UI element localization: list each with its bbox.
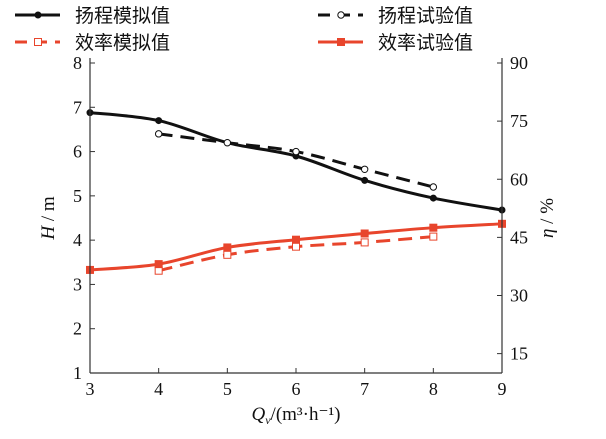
x-tick-label: 4 xyxy=(154,379,163,399)
y-right-tick-label: 15 xyxy=(510,344,528,364)
y-left-tick-label: 2 xyxy=(73,319,82,339)
y-left-tick-label: 6 xyxy=(73,142,82,162)
y-left-tick-label: 7 xyxy=(73,97,82,117)
legend-item: 效率模拟值 xyxy=(15,32,170,54)
y-left-tick-label: 4 xyxy=(73,230,82,250)
legend-swatch-marker xyxy=(34,38,42,46)
legend-item: 效率试验值 xyxy=(318,32,473,54)
series-3 xyxy=(154,232,438,275)
data-point xyxy=(429,194,437,202)
legend-swatch-marker xyxy=(337,11,345,19)
series-line xyxy=(158,132,434,189)
data-point xyxy=(223,139,232,147)
data-point xyxy=(360,238,369,247)
y-right-tick-label: 60 xyxy=(510,169,528,189)
legend-item: 扬程试验值 xyxy=(318,5,473,27)
legend-label: 扬程试验值 xyxy=(378,5,473,27)
x-tick-label: 5 xyxy=(223,379,232,399)
x-tick-label: 3 xyxy=(86,379,95,399)
y-left-axis-label: H / m xyxy=(38,196,59,241)
series-4 xyxy=(86,219,506,274)
series-2 xyxy=(154,130,438,191)
y-right-tick-label: 30 xyxy=(510,286,528,306)
x-axis-label: Qv/(m³·h⁻¹) xyxy=(251,404,340,427)
legend-label: 效率模拟值 xyxy=(75,32,170,54)
data-point xyxy=(154,266,163,275)
y-left-tick-label: 5 xyxy=(73,186,82,206)
legend-label: 扬程模拟值 xyxy=(75,5,170,27)
data-point xyxy=(292,242,300,251)
y-right-tick-label: 75 xyxy=(510,111,528,131)
x-tick-label: 7 xyxy=(360,379,369,399)
x-tick-label: 9 xyxy=(498,379,507,399)
series-1 xyxy=(86,109,506,214)
data-point xyxy=(154,130,163,138)
y-left-tick-label: 3 xyxy=(73,274,82,294)
data-point xyxy=(223,243,232,252)
y-left-tick-label: 1 xyxy=(73,363,82,383)
x-tick-label: 6 xyxy=(292,379,301,399)
y-right-tick-label: 45 xyxy=(510,227,528,247)
y-left-tick-label: 8 xyxy=(73,53,82,73)
data-point xyxy=(429,223,438,232)
data-point xyxy=(361,176,369,184)
data-point xyxy=(360,165,369,173)
data-point xyxy=(292,147,300,156)
data-point xyxy=(360,229,369,238)
data-point xyxy=(155,117,163,125)
y-right-tick-label: 90 xyxy=(510,53,528,73)
data-point xyxy=(429,232,438,241)
series-line xyxy=(89,111,503,212)
legend-swatch-marker xyxy=(337,38,345,46)
legend-label: 效率试验值 xyxy=(378,32,473,54)
legend-item: 扬程模拟值 xyxy=(15,5,170,27)
data-point xyxy=(292,235,300,244)
x-tick-label: 8 xyxy=(429,379,438,399)
data-point xyxy=(154,260,163,269)
data-point xyxy=(223,250,232,259)
data-point xyxy=(429,183,438,191)
y-right-axis-label: η / % xyxy=(537,198,558,238)
series-layer xyxy=(86,109,506,275)
legend-swatch-marker xyxy=(34,11,42,19)
